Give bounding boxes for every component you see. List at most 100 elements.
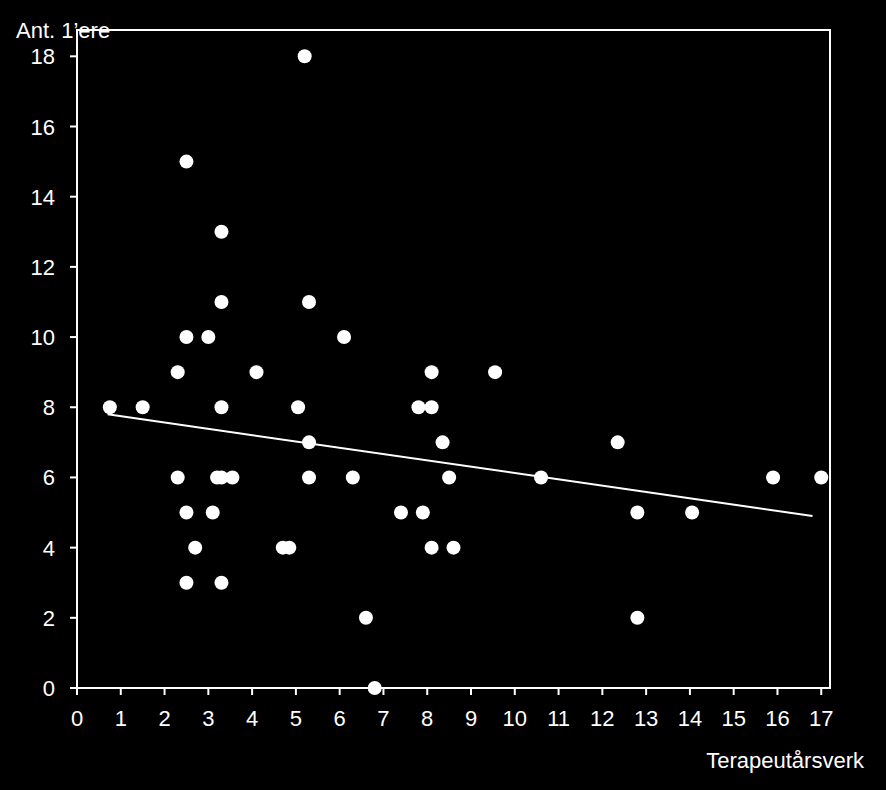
y-tick-label: 18 [31, 44, 55, 69]
x-tick [514, 688, 516, 695]
y-tick [70, 266, 77, 268]
x-tick [120, 688, 122, 695]
x-tick [251, 688, 253, 695]
x-tick [295, 688, 297, 695]
trendline [108, 414, 813, 516]
point [425, 365, 439, 379]
point [188, 541, 202, 555]
y-tick [70, 196, 77, 198]
y-tick-label: 8 [43, 395, 55, 420]
x-tick-label: 8 [421, 706, 433, 731]
point [442, 470, 456, 484]
x-tick-label: 17 [809, 706, 833, 731]
x-tick [645, 688, 647, 695]
point [136, 400, 150, 414]
y-tick-label: 6 [43, 465, 55, 490]
x-tick-label: 0 [71, 706, 83, 731]
x-tick [776, 688, 778, 695]
point [214, 225, 228, 239]
point [359, 611, 373, 625]
x-tick [601, 688, 603, 695]
background [0, 0, 886, 790]
y-tick [70, 617, 77, 619]
point [337, 330, 351, 344]
point [302, 470, 316, 484]
chart: 0246810121416180123456789101112131415161… [0, 0, 886, 790]
point [282, 541, 296, 555]
x-tick [382, 688, 384, 695]
x-tick-label: 9 [465, 706, 477, 731]
x-tick-label: 10 [503, 706, 527, 731]
x-tick-label: 4 [246, 706, 258, 731]
y-tick [70, 547, 77, 549]
x-tick-label: 3 [202, 706, 214, 731]
x-tick [207, 688, 209, 695]
point [488, 365, 502, 379]
point [534, 470, 548, 484]
point [214, 295, 228, 309]
x-tick [820, 688, 822, 695]
x-tick-label: 2 [158, 706, 170, 731]
y-tick-label: 0 [43, 676, 55, 701]
x-tick-label: 15 [721, 706, 745, 731]
point [814, 470, 828, 484]
point [291, 400, 305, 414]
point [766, 470, 780, 484]
x-tick [164, 688, 166, 695]
y-tick-label: 2 [43, 606, 55, 631]
point [425, 541, 439, 555]
point [302, 435, 316, 449]
plot-frame [77, 30, 830, 688]
point [611, 435, 625, 449]
point [179, 330, 193, 344]
x-tick-label: 6 [334, 706, 346, 731]
point [302, 295, 316, 309]
x-tick [470, 688, 472, 695]
point [685, 506, 699, 520]
x-tick-label: 12 [590, 706, 614, 731]
x-tick [733, 688, 735, 695]
y-tick-label: 10 [31, 325, 55, 350]
x-tick [76, 688, 78, 695]
y-tick [70, 336, 77, 338]
x-tick [339, 688, 341, 695]
point [411, 400, 425, 414]
x-tick-label: 5 [290, 706, 302, 731]
x-tick-label: 11 [547, 706, 570, 731]
point [346, 470, 360, 484]
x-tick-label: 16 [765, 706, 789, 731]
x-tick-label: 7 [377, 706, 389, 731]
y-tick [70, 55, 77, 57]
plot-area [103, 49, 828, 695]
x-tick-label: 13 [634, 706, 658, 731]
point [179, 155, 193, 169]
point [179, 506, 193, 520]
point [206, 506, 220, 520]
x-axis-title: Terapeutårsverk [706, 748, 865, 773]
y-tick-label: 4 [43, 536, 55, 561]
point [394, 506, 408, 520]
point [214, 400, 228, 414]
y-axis-title: Ant. 1’ere [16, 18, 110, 43]
point [179, 576, 193, 590]
point [447, 541, 461, 555]
y-tick-label: 12 [31, 255, 55, 280]
x-tick-label: 14 [678, 706, 702, 731]
x-tick-label: 1 [115, 706, 127, 731]
y-tick [70, 476, 77, 478]
y-tick-label: 16 [31, 115, 55, 140]
point [249, 365, 263, 379]
point [214, 576, 228, 590]
point [225, 470, 239, 484]
point [630, 506, 644, 520]
y-tick [70, 687, 77, 689]
point [171, 470, 185, 484]
y-tick [70, 406, 77, 408]
y-tick [70, 126, 77, 128]
x-tick [558, 688, 560, 695]
y-tick-label: 14 [31, 185, 55, 210]
point [425, 400, 439, 414]
x-tick [689, 688, 691, 695]
point [201, 330, 215, 344]
point [368, 681, 382, 695]
